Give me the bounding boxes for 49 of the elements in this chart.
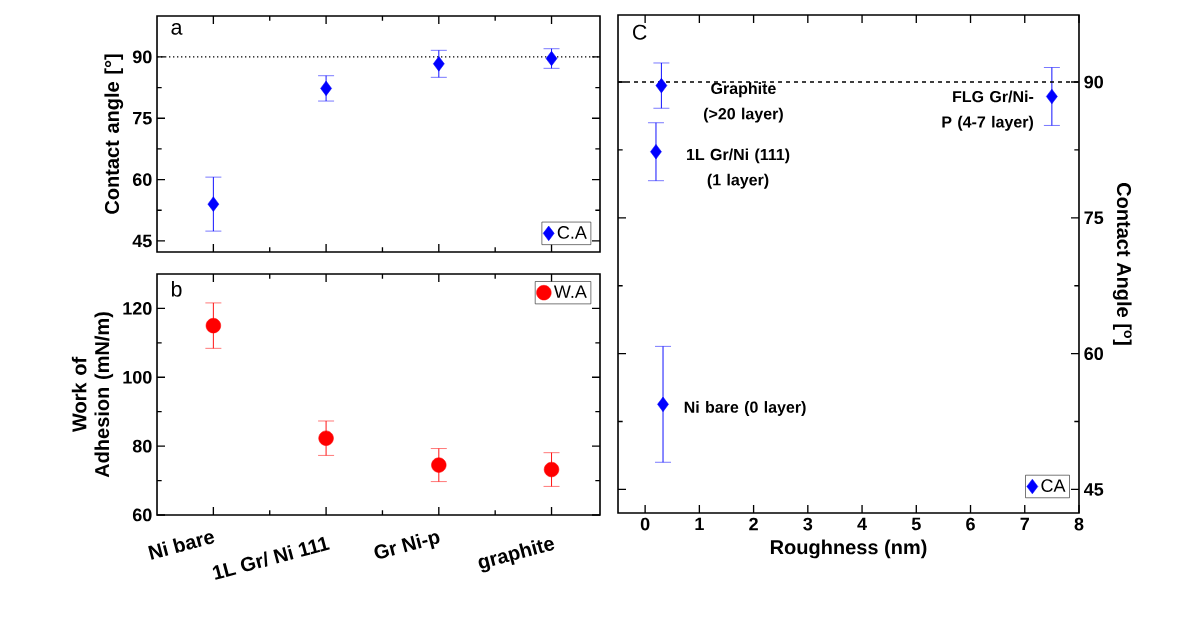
legend-label: CA [1041, 479, 1066, 492]
annotation: a [171, 23, 183, 35]
x-tick-label: Ni bare [148, 533, 215, 560]
y2-axis-title: Contact Angle [$^{o}$] [1112, 182, 1132, 345]
point [543, 461, 560, 478]
x-tick-label: 1 [695, 517, 704, 531]
x-tick-label: 8 [1074, 517, 1084, 531]
x-tick-label: 6 [966, 517, 975, 531]
point [318, 430, 334, 446]
annotation: FLG Gr/Ni-P (4-7 layer) [942, 90, 1034, 131]
point [205, 318, 221, 334]
x-axis-title: Roughness (nm) [770, 539, 927, 559]
annotation: Graphite (>20 layer) [703, 82, 783, 123]
y-tick-label: 45 [132, 234, 152, 248]
point [650, 144, 662, 160]
point [320, 80, 332, 96]
y-tick-label: 60 [132, 173, 152, 186]
x-tick-label: graphite [478, 539, 555, 573]
y-tick-label: 60 [132, 508, 152, 522]
y-tick-label: 100 [123, 370, 152, 384]
point [431, 457, 447, 473]
y2-tick-label: 75 [1084, 211, 1104, 225]
annotation: 1L Gr/Ni (111) (1 layer) [687, 148, 790, 189]
point [1046, 88, 1058, 105]
x-tick-label: 2 [749, 517, 758, 531]
x-tick-label: Gr Ni-p [374, 533, 440, 559]
x-tick-label: 3 [803, 517, 813, 531]
legend-label: W.A [553, 285, 587, 298]
x-tick-label: 5 [911, 517, 921, 531]
point [433, 56, 445, 72]
y2-tick-label: 45 [1083, 483, 1104, 496]
point [657, 396, 669, 412]
y-tick-label: 75 [133, 111, 152, 125]
y2-tick-label: 60 [1084, 347, 1103, 360]
x-tick-label: 7 [1020, 517, 1029, 531]
y-axis-title: Contact angle [°] [104, 54, 124, 214]
legend-label: C.A [557, 226, 587, 239]
annotation: Ni bare (0 layer) [684, 401, 806, 416]
x-tick-label: 4 [857, 517, 867, 531]
point [207, 196, 220, 212]
y-axis-title: Work of Adhesion (mN/m) [71, 312, 114, 478]
y-tick-label: 80 [132, 439, 152, 453]
annotation: b [171, 281, 182, 297]
y-tick-label: 120 [123, 302, 152, 315]
annotation: C [633, 24, 647, 40]
point [655, 78, 668, 94]
y2-tick-label: 90 [1084, 75, 1103, 89]
y-tick-label: 90 [132, 50, 152, 64]
x-tick-label: 0 [640, 517, 650, 531]
